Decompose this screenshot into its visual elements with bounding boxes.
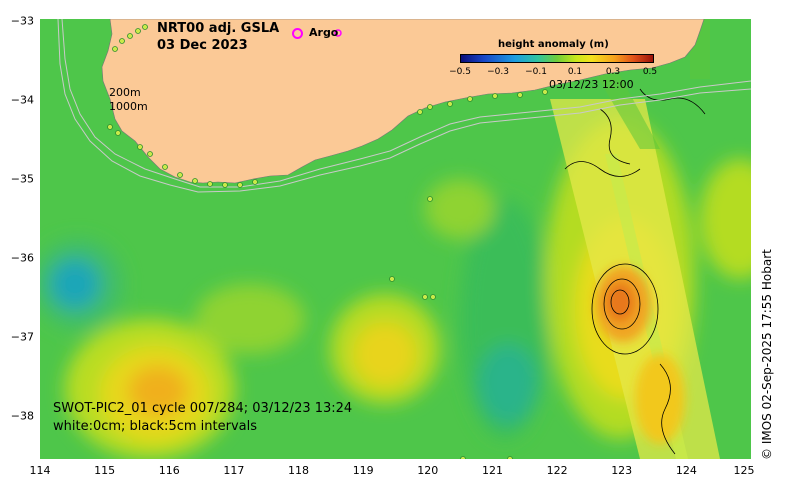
contour-5cm-south [659,363,676,455]
coastal-pixel-markers [107,24,548,459]
x-tick-label: 117 [223,464,245,477]
argo-marker-icon [292,27,303,39]
colorbar-tick: 0.1 [567,67,583,77]
x-tick-label: 122 [546,464,568,477]
coastal-pixel [389,276,395,282]
contour-5cm-inner [603,278,641,330]
depth-label-200m: 200m [109,86,141,99]
anomaly-low-center-core [478,344,538,424]
swot-anomaly-high-south [635,354,685,444]
coastal-pixel [222,182,228,188]
anomaly-high-north-center [425,179,495,239]
coastal-pixel [137,144,143,150]
coastal-pixel [107,124,113,130]
contour-0cm-north [564,161,641,177]
x-tick-label: 121 [482,464,503,477]
coastal-pixel [252,179,258,185]
coastal-pixel [177,172,183,178]
swath-timestamp: 03/12/23 12:00 [549,78,634,91]
coastal-pixel [115,130,121,136]
contour-5cm-outer [591,263,659,355]
bathymetry-contours [57,19,751,193]
coastal-pixel [162,164,168,170]
contour-5cm-core [610,289,630,315]
coastal-pixel [447,101,453,107]
coastal-pixel [142,24,148,30]
coastal-pixel [427,196,433,202]
coastal-pixel [112,46,118,52]
anomaly-high-southwest-peak [128,366,188,416]
colorbar-tick: −0.3 [487,67,509,77]
depth-labels: 200m 1000m [109,86,148,114]
colorbar-tick: 0.3 [605,67,621,77]
map-date: 03 Dec 2023 [157,38,248,53]
coastal-pixel [492,93,498,99]
product-name: NRT00 adj. GSLA [157,21,280,36]
x-tick-label: 120 [417,464,439,477]
coastal-pixel [127,33,133,39]
coastal-pixel [467,96,473,102]
argo-legend-label: Argo [309,26,339,39]
isobath-1000m [57,19,751,193]
colorbar-tick: −0.1 [525,67,547,77]
x-tick-label: 114 [29,464,51,477]
swot-contours [564,88,706,455]
anomaly-high-west-center [195,284,305,354]
coastal-pixel [422,294,428,300]
sea-level-map [40,19,751,459]
colorbar [460,54,654,63]
y-tick-label: −37 [10,330,34,344]
coastal-pixel [417,109,423,115]
anomaly-high-center-core [353,322,417,386]
colorbar-tick: −0.5 [449,67,471,77]
coastal-pixel [237,182,243,188]
coastal-pixel [460,456,466,459]
y-tick-label: −36 [10,251,34,265]
x-tick-label: 115 [94,464,116,477]
swot-cycle-line: SWOT-PIC2_01 cycle 007/284; 03/12/23 13:… [53,401,353,416]
x-tick-label: 119 [352,464,374,477]
argo-legend: Argo [292,26,338,39]
depth-label-1000m: 1000m [109,100,148,113]
coastal-pixel [427,104,433,110]
y-tick-label: −33 [10,14,34,28]
coastal-pixel [517,92,523,98]
y-tick-label: −38 [10,409,34,423]
x-tick-label: 123 [611,464,633,477]
coastal-pixel [430,294,436,300]
x-tick-label: 116 [158,464,180,477]
swot-anomaly-peak [605,282,635,322]
y-tick-label: −34 [10,93,34,107]
coastal-pixel [119,38,125,44]
coastal-pixel [135,28,141,34]
x-tick-label: 125 [733,464,755,477]
argo-float-marker [334,29,342,37]
swot-caption: SWOT-PIC2_01 cycle 007/284; 03/12/23 13:… [53,400,352,436]
coastal-pixel [542,89,548,95]
coastal-pixel [507,456,513,459]
map-title: NRT00 adj. GSLA 03 Dec 2023 [157,20,279,54]
anomaly-high-east-northeast [700,159,751,279]
colorbar-tick: 0.5 [642,67,658,77]
contour-legend-line: white:0cm; black:5cm intervals [53,419,257,434]
y-tick-label: −35 [10,172,34,186]
coastal-pixel [147,151,153,157]
coastal-pixel [192,178,198,184]
argo-floats [334,29,342,37]
isobath-200m [61,19,751,188]
swot-swath [550,19,720,459]
credit-text: © IMOS 02-Sep-2025 17:55 Hobart [760,249,774,460]
x-tick-label: 124 [675,464,697,477]
colorbar-title: height anomaly (m) [498,39,609,50]
map-panel [40,19,751,459]
anomaly-low-west-core [50,259,100,309]
x-tick-label: 118 [288,464,309,477]
coastal-pixel [207,181,213,187]
